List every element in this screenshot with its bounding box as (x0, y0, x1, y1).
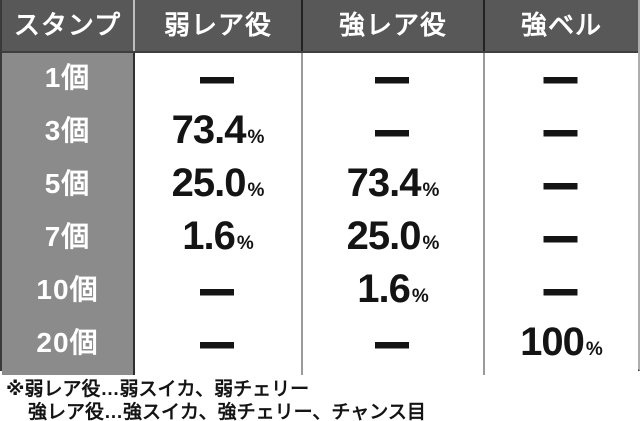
footnote-line: ※弱レア役…弱スイカ、弱チェリー (6, 379, 310, 400)
stamp-probability-table: スタンプ 弱レア役 強レア役 強ベル 1個 — — — 3個 73.4% — —… (0, 0, 640, 378)
column-header-weak-rare: 弱レア役 (133, 0, 301, 51)
table-header-row: スタンプ 弱レア役 強レア役 強ベル (2, 0, 638, 51)
cell-value: — (543, 93, 578, 166)
percent-sign: % (422, 180, 440, 201)
table-cell: 73.4% (301, 159, 483, 216)
cell-value: 100 (520, 320, 585, 364)
cell-value: — (543, 146, 578, 219)
percent-sign: % (411, 286, 429, 307)
cell-value: — (200, 252, 234, 325)
row-label: 3個 (2, 106, 133, 163)
table-row: 10個 — 1.6% — (2, 252, 638, 325)
cell-value: — (200, 40, 234, 113)
table-row: 7個 1.6% 25.0% — (2, 199, 638, 272)
table-cell: — (301, 305, 483, 378)
cell-value: 1.6 (182, 214, 236, 258)
table-cell: — (133, 40, 301, 113)
cell-value: — (543, 199, 578, 272)
table-cell: — (301, 40, 483, 113)
percent-sign: % (236, 233, 254, 254)
column-header-strong-rare: 強レア役 (301, 0, 483, 51)
percent-sign: % (247, 127, 265, 148)
row-label: 7個 (2, 212, 133, 269)
table-row: 20個 — — 100% (2, 305, 638, 378)
table-cell: — (483, 40, 638, 113)
percent-sign: % (585, 339, 603, 360)
table-cell: — (301, 93, 483, 166)
footnote-line: 強レア役…強スイカ、強チェリー、チャンス目 (28, 402, 426, 421)
cell-value: 73.4 (346, 161, 422, 205)
percent-sign: % (247, 180, 265, 201)
column-header-strong-bell: 強ベル (483, 0, 638, 51)
table-cell: — (483, 93, 638, 166)
table-cell: 25.0% (133, 159, 301, 216)
column-header-stamp: スタンプ (2, 0, 133, 51)
cell-value: — (375, 93, 409, 166)
table-cell: — (133, 252, 301, 325)
table-cell: — (483, 199, 638, 272)
row-label: 5個 (2, 159, 133, 216)
table-cell: — (133, 305, 301, 378)
table-cell: — (483, 252, 638, 325)
table-cell: 25.0% (301, 212, 483, 269)
cell-value: 1.6 (357, 267, 411, 311)
table-cell: — (483, 146, 638, 219)
cell-value: — (375, 40, 409, 113)
cell-value: 73.4 (171, 108, 247, 152)
cell-value: — (543, 252, 578, 325)
table-cell: 73.4% (133, 106, 301, 163)
footnotes: ※弱レア役…弱スイカ、弱チェリー 強レア役…強スイカ、強チェリー、チャンス目 (0, 371, 640, 421)
table-row: 1個 — — — (2, 40, 638, 113)
table-cell: 1.6% (301, 265, 483, 322)
cell-value: — (543, 40, 578, 113)
table-row: 5個 25.0% 73.4% — (2, 146, 638, 219)
percent-sign: % (422, 233, 440, 254)
row-label: 10個 (2, 265, 133, 322)
cell-value: 25.0 (346, 214, 422, 258)
table-cell: 1.6% (133, 212, 301, 269)
row-label: 20個 (2, 318, 133, 375)
cell-value: 25.0 (171, 161, 247, 205)
row-label: 1個 (2, 53, 133, 108)
cell-value: — (200, 305, 234, 378)
table-cell: 100% (483, 318, 638, 375)
cell-value: — (375, 305, 409, 378)
